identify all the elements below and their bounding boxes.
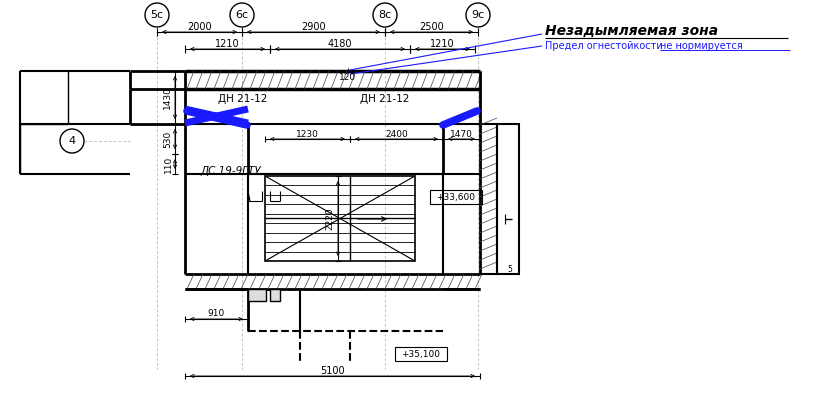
- Text: ДН 21-12: ДН 21-12: [218, 94, 267, 104]
- Text: 2900: 2900: [301, 22, 326, 32]
- Text: 2220: 2220: [325, 207, 334, 230]
- Text: 120: 120: [339, 72, 356, 82]
- Text: 1210: 1210: [215, 39, 240, 49]
- Text: 110: 110: [163, 155, 172, 173]
- Text: 6с: 6с: [235, 10, 248, 20]
- Text: 8с: 8с: [378, 10, 391, 20]
- Text: 4: 4: [69, 136, 75, 146]
- Bar: [248, 289, 266, 301]
- Bar: [497, 124, 519, 274]
- Text: 2000: 2000: [187, 22, 212, 32]
- Bar: [270, 289, 280, 301]
- Circle shape: [145, 3, 169, 27]
- Text: 5100: 5100: [320, 366, 345, 376]
- Text: Незадымляемая зона: Незадымляемая зона: [545, 24, 718, 38]
- Text: 5: 5: [507, 265, 512, 274]
- Bar: [265, 176, 415, 261]
- Text: 910: 910: [208, 310, 225, 318]
- Text: +35,100: +35,100: [401, 349, 440, 359]
- Text: Предел огнестойкости: Предел огнестойкости: [545, 41, 666, 51]
- Circle shape: [466, 3, 490, 27]
- Text: ДС 19-9ГТУ: ДС 19-9ГТУ: [200, 166, 261, 176]
- Text: 2400: 2400: [385, 129, 408, 139]
- Text: 9с: 9с: [471, 10, 484, 20]
- Text: 1470: 1470: [450, 129, 473, 139]
- Text: 5с: 5с: [150, 10, 163, 20]
- Circle shape: [373, 3, 397, 27]
- Bar: [395, 347, 447, 361]
- Text: 4180: 4180: [328, 39, 352, 49]
- Text: +33,600: +33,600: [436, 192, 475, 202]
- Text: 1210: 1210: [431, 39, 455, 49]
- Circle shape: [230, 3, 254, 27]
- Text: не нормируется: не нормируется: [660, 41, 743, 51]
- Text: ДН 21-12: ДН 21-12: [360, 94, 409, 104]
- Text: 1230: 1230: [296, 129, 319, 139]
- Circle shape: [60, 129, 84, 153]
- Text: 530: 530: [163, 130, 172, 147]
- Bar: [430, 190, 482, 204]
- Text: 2500: 2500: [419, 22, 444, 32]
- Text: 1430: 1430: [163, 86, 172, 109]
